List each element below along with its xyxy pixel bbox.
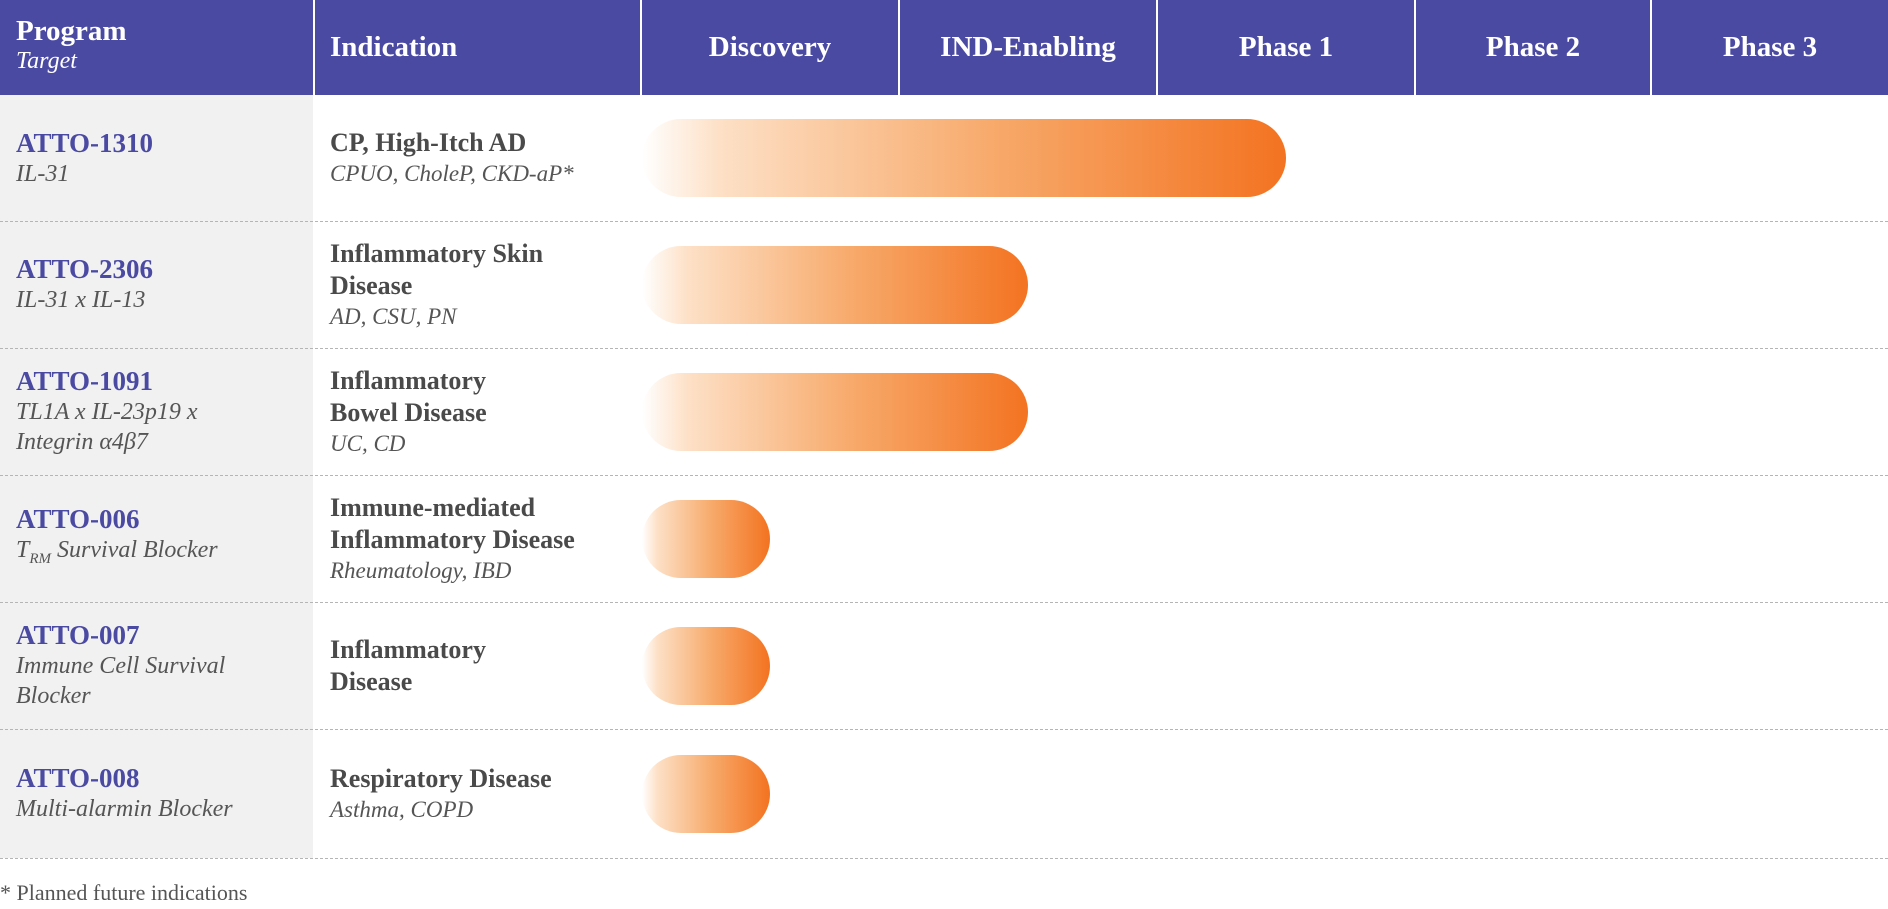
header-program: Program Target: [0, 0, 313, 95]
indication-detail: UC, CD: [330, 430, 406, 456]
indication-cell: CP, High-Itch AD CPUO, CholeP, CKD-aP*: [330, 127, 640, 189]
program-target: IL-31 x IL-13: [16, 287, 146, 313]
indication-detail: CPUO, CholeP, CKD-aP*: [330, 161, 574, 186]
footnote: * Planned future indications: [0, 880, 248, 905]
row-separator: [0, 729, 1888, 730]
indication-detail: AD, CSU, PN: [330, 303, 457, 329]
program-name: ATTO-2306: [16, 254, 154, 284]
program-name: ATTO-006: [16, 503, 140, 534]
progress-bar: [642, 372, 1028, 451]
indication-cell: Immune-mediated Inflammatory Disease Rheum…: [330, 492, 640, 586]
stage-header-discovery: Discovery: [642, 0, 898, 95]
indication-name: Inflammatory Bowel Disease: [330, 365, 487, 427]
program-cell: ATTO-1091 TL1A x IL-23p19 x Integrin α4β7: [16, 366, 306, 457]
program-name: ATTO-007: [16, 620, 140, 650]
stage-header-phase-3: Phase 3: [1652, 0, 1888, 95]
program-target: Immune Cell Survival Blocker: [16, 653, 226, 709]
indication-cell: Inflammatory Bowel Disease UC, CD: [330, 365, 640, 459]
stage-header-phase-1: Phase 1: [1158, 0, 1414, 95]
program-target: Multi-alarmin Blocker: [16, 796, 233, 822]
program-target: TRM Survival Blocker: [16, 536, 218, 567]
row-separator: [0, 602, 1888, 603]
program-cell: ATTO-006 TRM Survival Blocker: [16, 504, 306, 574]
indication-name: Immune-mediated Inflammatory Disease: [330, 492, 575, 554]
indication-detail: Asthma, COPD: [330, 796, 474, 822]
program-cell: ATTO-007 Immune Cell Survival Blocker: [16, 620, 306, 711]
pipeline-chart: Program Target Indication Discovery IND-E…: [0, 0, 1888, 859]
program-target: TL1A x IL-23p19 x Integrin α4β7: [16, 399, 198, 455]
row-separator: [0, 475, 1888, 476]
indication-name: CP, High-Itch AD: [330, 128, 527, 157]
program-column-background: [0, 95, 313, 858]
stage-header-phase-2: Phase 2: [1416, 0, 1650, 95]
indication-name: Inflammatory Skin Disease: [330, 238, 544, 300]
progress-bar: [642, 119, 1286, 197]
indication-cell: Inflammatory Disease: [330, 634, 640, 698]
indication-cell: Respiratory Disease Asthma, COPD: [330, 763, 640, 825]
header-program-label: Program: [16, 15, 127, 47]
program-cell: ATTO-1310 IL-31: [16, 128, 306, 189]
program-target: IL-31: [16, 160, 70, 187]
stage-header-ind-enabling: IND-Enabling: [900, 0, 1156, 95]
progress-bar: [642, 626, 770, 705]
program-name: ATTO-1091: [16, 366, 154, 396]
header-target-label: Target: [16, 48, 77, 74]
indication-name: Inflammatory Disease: [330, 634, 486, 696]
program-cell: ATTO-008 Multi-alarmin Blocker: [16, 763, 306, 824]
indication-name: Respiratory Disease: [330, 763, 552, 793]
progress-bar: [642, 499, 770, 578]
progress-bar: [642, 754, 770, 833]
row-separator: [0, 348, 1888, 349]
header-indication: Indication: [315, 0, 640, 95]
indication-detail: Rheumatology, IBD: [330, 557, 512, 583]
row-separator: [0, 221, 1888, 222]
row-separator: [0, 858, 1888, 859]
program-name: ATTO-008: [16, 763, 140, 793]
program-cell: ATTO-2306 IL-31 x IL-13: [16, 254, 306, 315]
program-name: ATTO-1310: [16, 127, 154, 158]
progress-bar: [642, 245, 1028, 324]
indication-cell: Inflammatory Skin Disease AD, CSU, PN: [330, 238, 640, 332]
target-subscript: RM: [29, 550, 52, 567]
